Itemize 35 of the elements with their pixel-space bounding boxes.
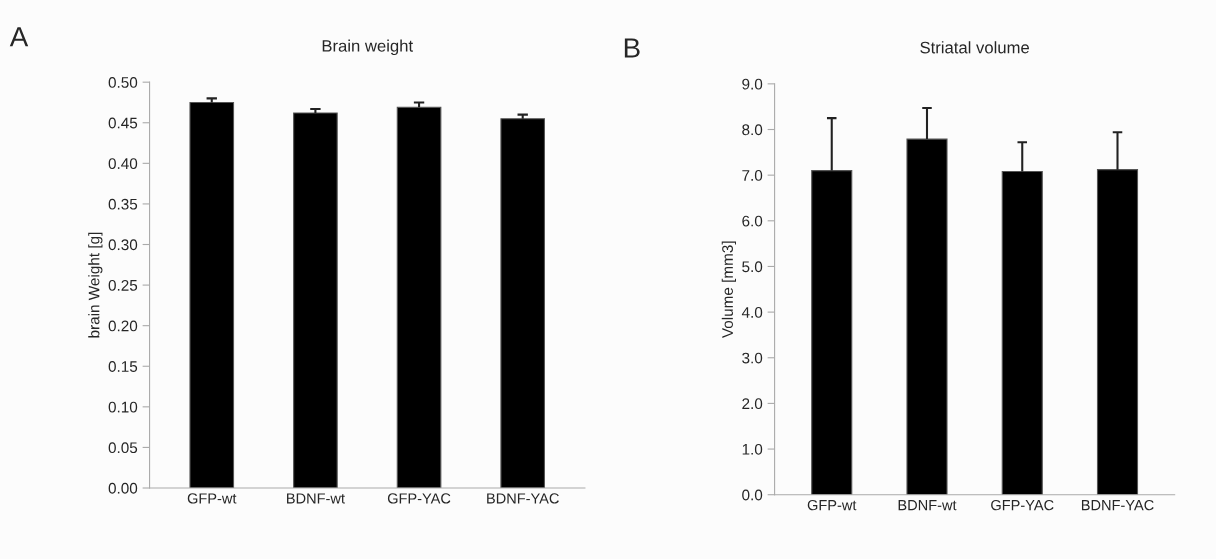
x-tick-label: BDNF-YAC xyxy=(1081,499,1154,511)
y-tick-label: 0.0 xyxy=(742,489,763,501)
y-tick-label: 0.05 xyxy=(108,442,138,454)
x-tick-label: BDNF-wt xyxy=(898,500,957,511)
x-tick-label: BDNF-YAC xyxy=(487,493,559,504)
y-tick-label: 4.0 xyxy=(741,306,763,318)
y-tick-label: 0.20 xyxy=(108,320,138,332)
x-tick-label: GFP-YAC xyxy=(991,499,1054,511)
y-tick-label: 8.0 xyxy=(742,124,763,136)
y-tick-label: 7.0 xyxy=(742,170,763,181)
y-tick-label: 9.0 xyxy=(742,78,763,90)
y-tick-label: 0.50 xyxy=(108,77,138,88)
y-tick-label: 0.25 xyxy=(108,279,138,291)
y-tick-label: 5.0 xyxy=(742,261,763,273)
y-tick-label: 0.00 xyxy=(108,482,138,494)
y-tick-label: 1.0 xyxy=(742,443,763,455)
y-tick-label: 0.35 xyxy=(108,198,138,210)
x-tick-label: GFP-wt xyxy=(187,493,237,504)
y-axis-title: Volume [mm3] xyxy=(721,241,736,339)
y-tick-label: 0.10 xyxy=(108,401,138,413)
x-tick-label: BDNF-wt xyxy=(287,493,345,504)
text: B xyxy=(624,38,640,58)
text: A xyxy=(9,27,29,47)
x-tick-label: GFP-YAC xyxy=(387,493,451,504)
y-tick-label: 3.0 xyxy=(742,352,763,364)
y-axis-title: brain Weight [g] xyxy=(88,232,103,338)
y-tick-label: 0.40 xyxy=(108,158,138,170)
y-tick-label: 0.45 xyxy=(108,117,138,129)
chart-title: Striatal volume xyxy=(920,41,1029,54)
x-tick-label: GFP-wt xyxy=(807,499,857,511)
y-tick-label: 6.0 xyxy=(742,215,763,227)
y-tick-label: 0.15 xyxy=(108,361,138,372)
y-tick-label: 2.0 xyxy=(742,398,763,410)
y-tick-label: 0.30 xyxy=(108,239,138,251)
chart-title: Brain weight xyxy=(322,39,413,56)
